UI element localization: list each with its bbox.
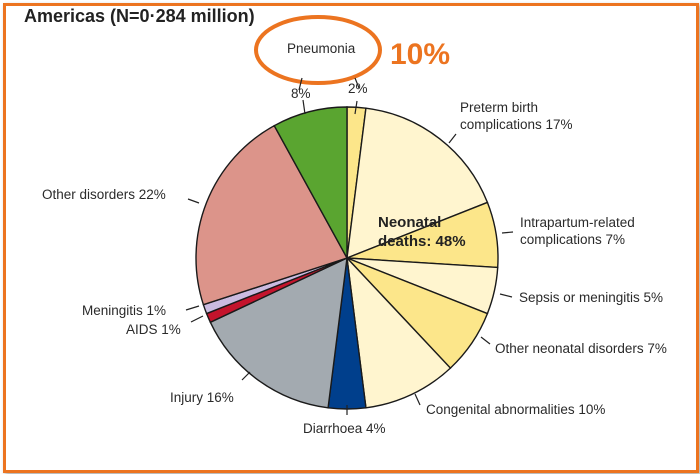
slice-label-intrapartum: Intrapartum-related complications 7% (520, 214, 635, 248)
slice-label-aids: AIDS 1% (126, 322, 181, 337)
slice-label-other-disorders: Other disorders 22% (42, 187, 166, 202)
slice-label-preterm: Preterm birth complications 17% (460, 99, 573, 133)
slice-label-injury: Injury 16% (170, 390, 234, 405)
slice-label-pneumonia-neonatal: 2% (348, 81, 368, 96)
pie-slice-injury (209, 256, 348, 409)
pie-slice-congenital-abnormalities (346, 255, 452, 409)
slice-label-meningitis: Meningitis 1% (82, 303, 167, 318)
chart-frame (3, 3, 699, 473)
label-line: deaths: 48% (378, 233, 466, 250)
pie-slice-preterm-birth-complications (346, 107, 489, 260)
pneumonia-total-annotation: 10% (390, 38, 451, 71)
leader-lines (185, 77, 514, 415)
chart-title: Americas (N=0·284 million) (24, 6, 255, 26)
highlight-ellipse (254, 15, 382, 85)
pie-slice-pneumonia (273, 106, 348, 259)
label-line: Intrapartum-related (520, 215, 635, 230)
label-line: Preterm birth (460, 100, 539, 115)
label-line: Neonatal (378, 214, 442, 231)
slice-label-sepsis: Sepsis or meningitis 5% (519, 290, 664, 305)
label-line: complications 17% (460, 117, 573, 132)
pie-slice-other-disorders (195, 124, 349, 306)
label-line: complications 7% (520, 232, 626, 247)
neonatal-deaths-label: Neonatal deaths: 48% (378, 213, 466, 251)
slice-label-congenital: Congenital abnormalities 10% (426, 402, 606, 417)
pneumonia-label: Pneumonia (287, 41, 356, 56)
slice-label-pneumonia: 8% (291, 86, 311, 101)
slice-label-other-neonatal: Other neonatal disorders 7% (495, 341, 667, 356)
slice-label-diarrhoea: Diarrhoea 4% (303, 421, 386, 436)
